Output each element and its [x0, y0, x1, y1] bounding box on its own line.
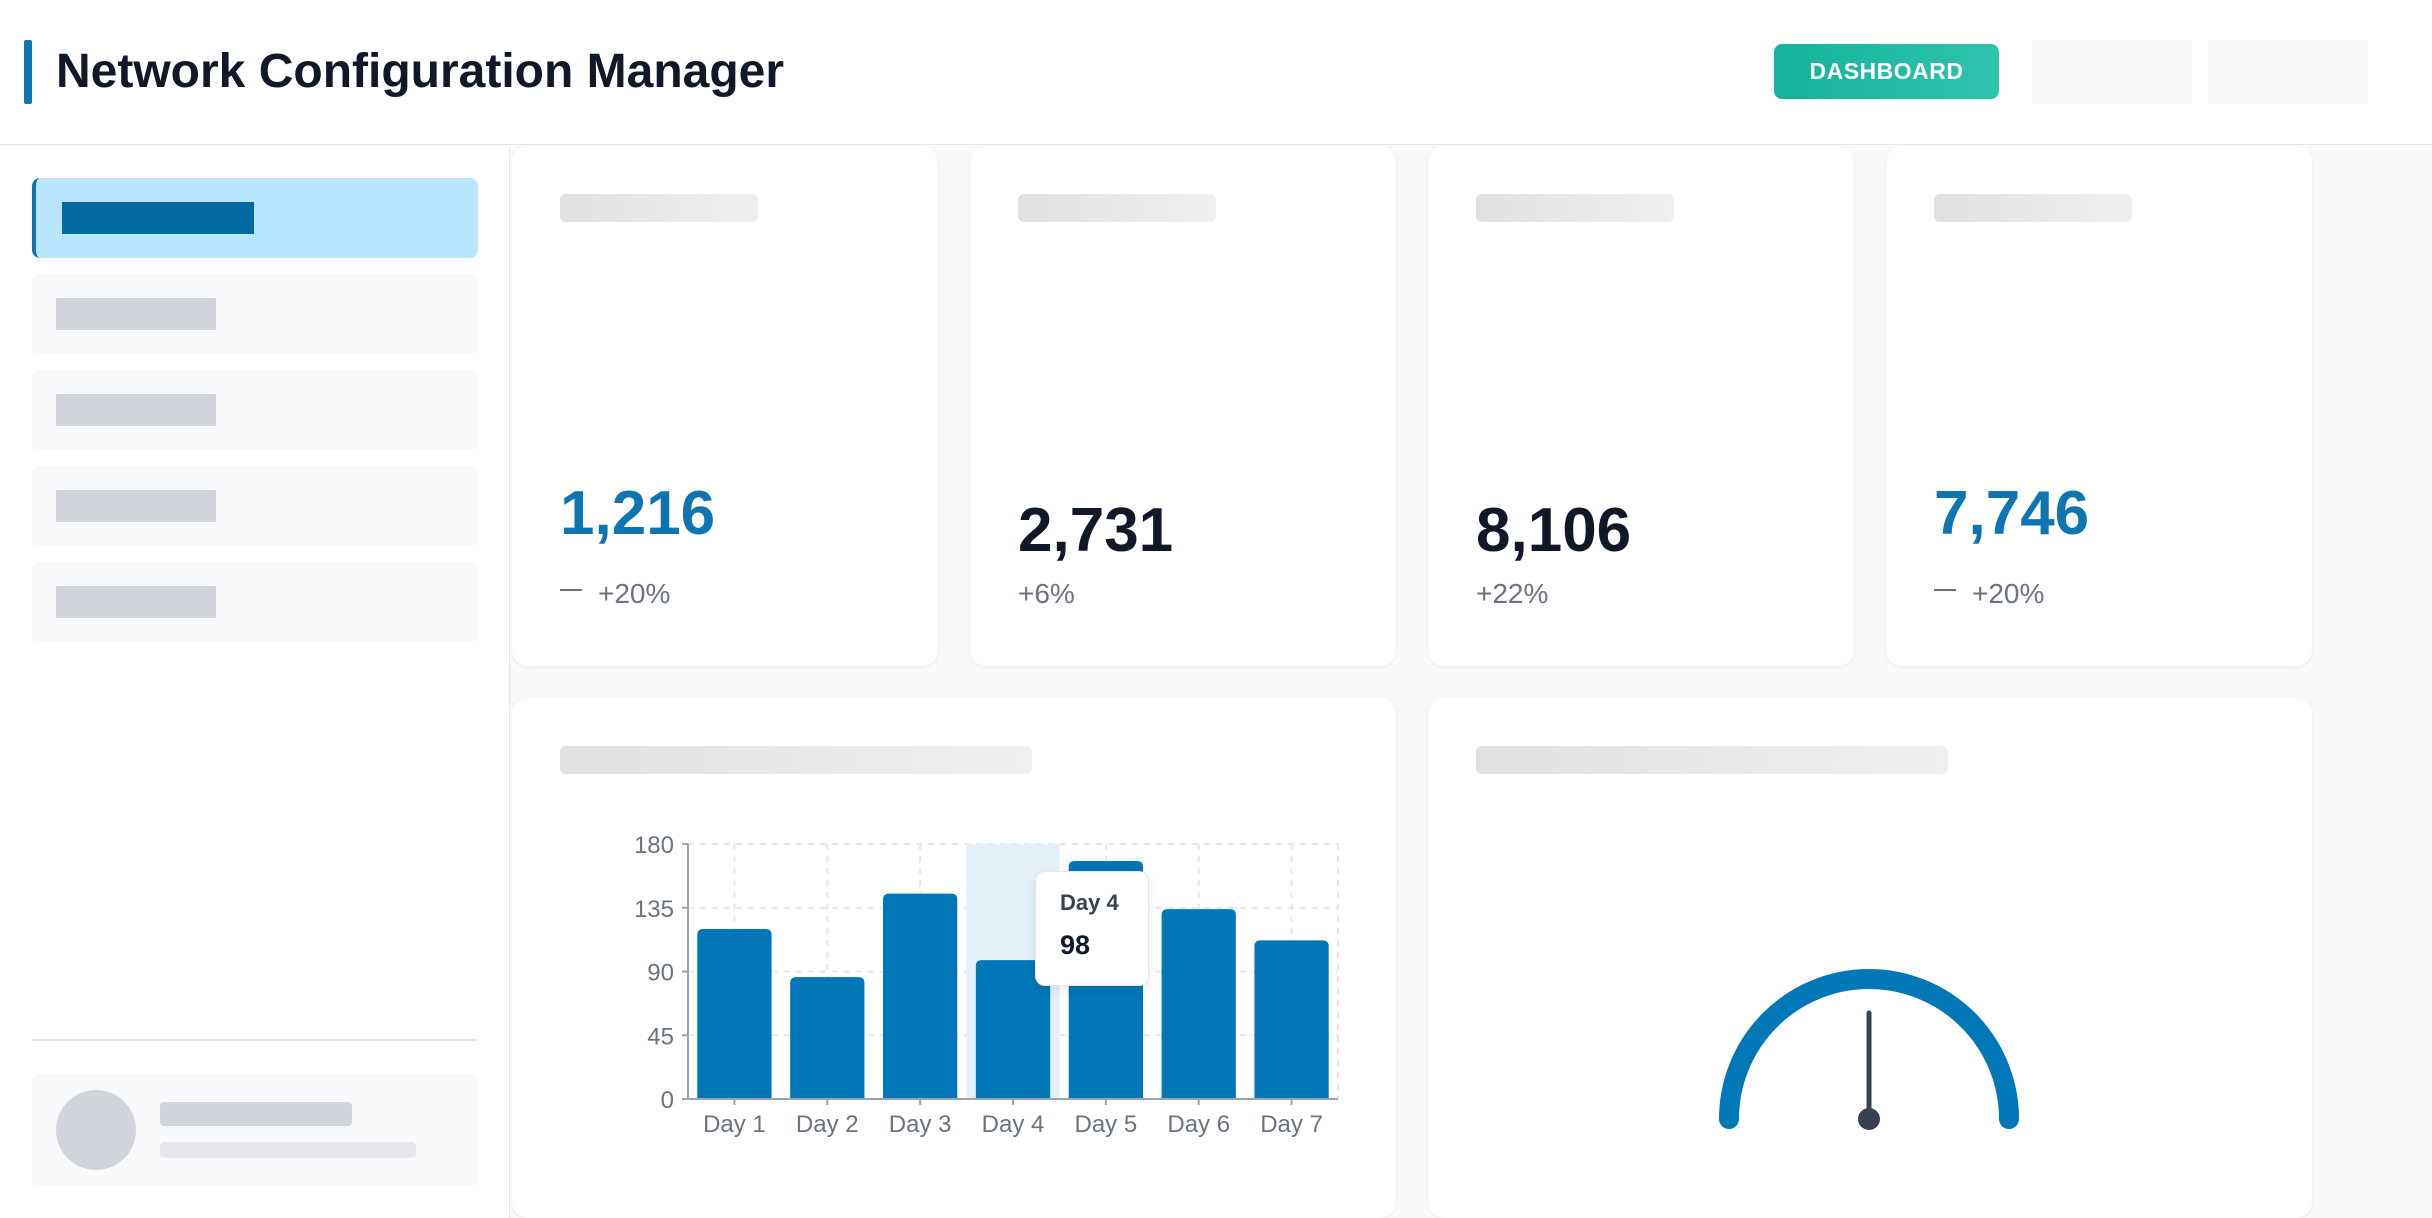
stat-change: +20% [560, 576, 670, 612]
bar-day-7[interactable] [1254, 940, 1329, 1099]
x-tick-label: Day 7 [1260, 1111, 1323, 1138]
header-placeholder-1[interactable] [2032, 40, 2192, 104]
user-subtitle-placeholder [160, 1142, 416, 1158]
y-tick-label: 45 [647, 1023, 674, 1050]
chart-title-placeholder [560, 746, 1032, 774]
sidebar-item-label-placeholder [56, 394, 216, 426]
user-profile-card[interactable] [32, 1074, 478, 1186]
stat-card-1: 1,216 +20% [512, 146, 938, 666]
stat-change: +22% [1476, 578, 1549, 609]
sidebar-item-label-placeholder [56, 298, 216, 330]
dash-icon [1934, 588, 1956, 591]
gauge-title-placeholder [1476, 746, 1948, 774]
stat-title-placeholder [560, 194, 758, 222]
stat-title-placeholder [1018, 194, 1216, 222]
tooltip-value: 98 [1060, 930, 1091, 960]
sidebar [0, 146, 510, 1218]
stat-value: 1,216 [560, 479, 716, 548]
gauge-card [1428, 698, 2312, 1218]
stat-card-3: 8,106 +22% [1428, 146, 1854, 666]
stat-value: 2,731 [1018, 496, 1174, 565]
chart-tooltip: Day 4 98 [1035, 871, 1149, 986]
stat-value: 7,746 [1934, 479, 2090, 548]
stat-title-placeholder [1934, 194, 2132, 222]
page-title: Network Configuration Manager [56, 45, 785, 98]
bar-day-3[interactable] [883, 893, 958, 1099]
header-accent-bar [24, 40, 32, 104]
y-tick-label: 90 [647, 960, 674, 987]
sidebar-item-active[interactable] [32, 178, 478, 258]
sidebar-item-label-placeholder [56, 490, 216, 522]
y-tick-label: 0 [661, 1087, 674, 1114]
x-tick-label: Day 5 [1075, 1111, 1138, 1138]
x-tick-label: Day 4 [982, 1111, 1045, 1138]
bar-day-1[interactable] [697, 929, 772, 1099]
sidebar-item-3[interactable] [32, 370, 478, 450]
stat-card-2: 2,731 +6% [970, 146, 1396, 666]
dash-icon [560, 588, 582, 591]
stat-change: +6% [1018, 578, 1075, 609]
x-tick-label: Day 3 [889, 1111, 952, 1138]
sidebar-item-label-placeholder [62, 202, 254, 234]
sidebar-item-5[interactable] [32, 562, 478, 642]
x-tick-label: Day 2 [796, 1111, 859, 1138]
stat-change: +20% [1934, 576, 2044, 612]
x-tick-label: Day 1 [703, 1111, 766, 1138]
gauge-arc [1719, 969, 2019, 1129]
y-tick-label: 135 [634, 896, 674, 923]
stat-value: 8,106 [1476, 496, 1632, 565]
sidebar-item-label-placeholder [56, 586, 216, 618]
tooltip-label: Day 4 [1060, 890, 1119, 915]
sidebar-item-4[interactable] [32, 466, 478, 546]
top-header: Network Configuration Manager DASHBOARD [0, 0, 2432, 145]
stat-title-placeholder [1476, 194, 1674, 222]
y-tick-label: 180 [634, 832, 674, 859]
sidebar-item-2[interactable] [32, 274, 478, 354]
user-name-placeholder [160, 1102, 352, 1126]
bar-day-4[interactable] [975, 960, 1051, 1099]
header-placeholder-2[interactable] [2208, 40, 2368, 104]
bar-day-2[interactable] [790, 977, 865, 1099]
bar-day-6[interactable] [1161, 909, 1236, 1099]
x-tick-label: Day 6 [1167, 1111, 1230, 1138]
avatar [56, 1090, 136, 1170]
stat-card-4: 7,746 +20% [1886, 146, 2312, 666]
gauge-pivot [1858, 1108, 1880, 1130]
dashboard-button[interactable]: DASHBOARD [1774, 44, 1999, 99]
sidebar-divider [32, 1039, 478, 1041]
